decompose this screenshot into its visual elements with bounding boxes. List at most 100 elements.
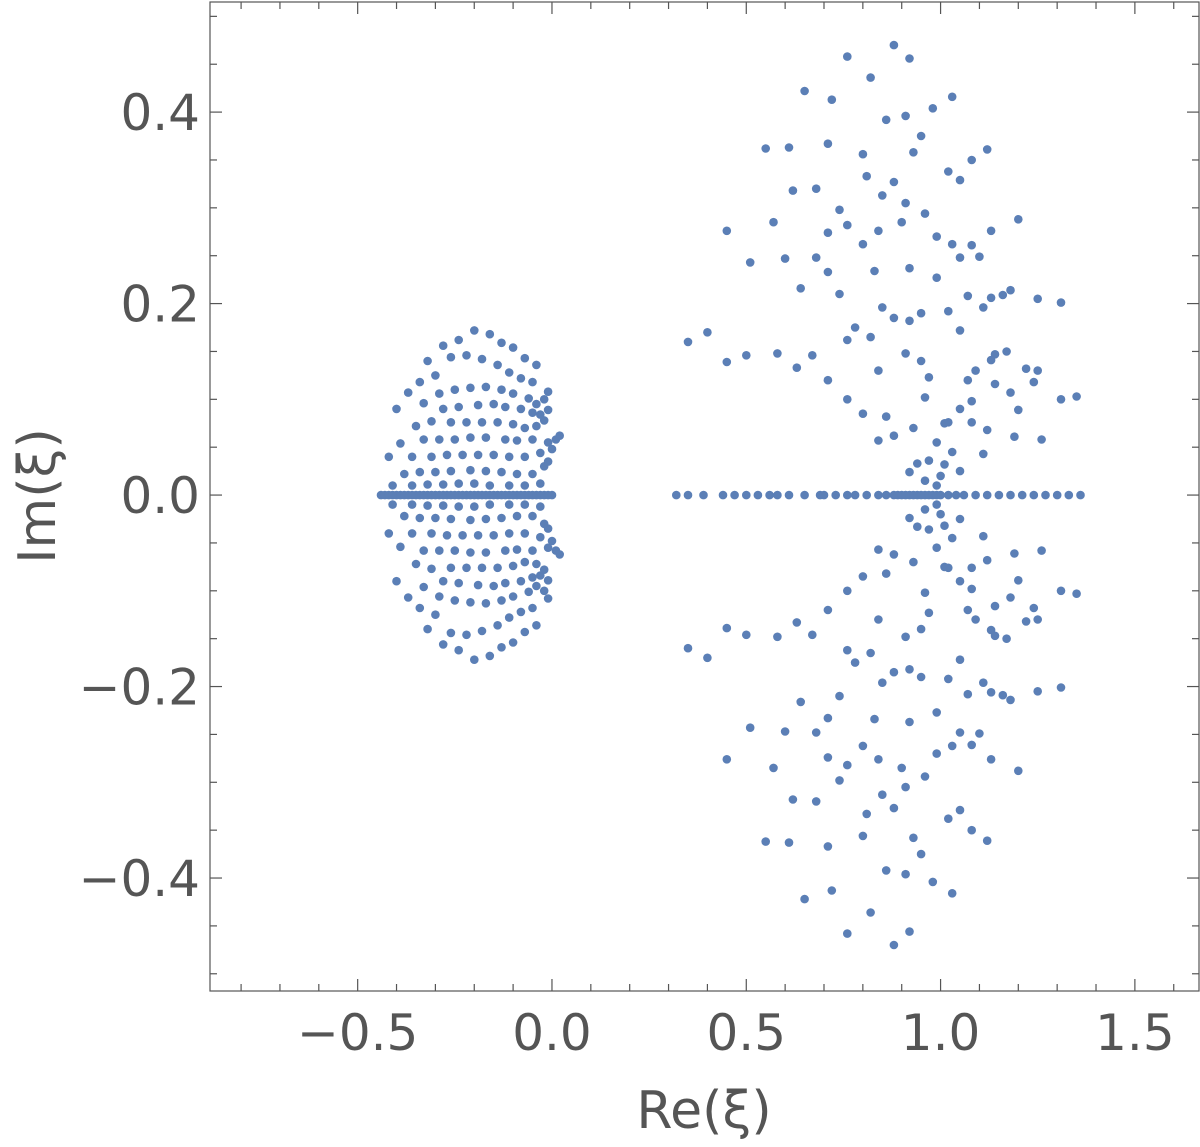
y-tick-label: 0.2 [120, 276, 200, 334]
data-point [442, 450, 452, 460]
data-point [1014, 405, 1023, 415]
axis-ticks [210, 2, 1199, 991]
data-point [905, 665, 914, 674]
data-point [955, 655, 965, 664]
data-point [528, 469, 537, 479]
data-point [508, 638, 518, 647]
data-point [481, 599, 491, 608]
data-point [889, 550, 899, 559]
data-point [843, 395, 852, 404]
data-point [811, 797, 821, 806]
data-point [916, 308, 926, 318]
data-point [924, 608, 934, 618]
data-point [508, 592, 518, 601]
data-point [796, 284, 805, 293]
data-point [753, 490, 763, 500]
data-point [862, 490, 871, 500]
data-point [485, 329, 495, 339]
data-point [788, 186, 798, 195]
data-point [796, 697, 805, 707]
data-point [858, 831, 868, 841]
x-tick-label: 1.5 [1095, 1004, 1175, 1062]
data-point [528, 546, 537, 555]
data-point [504, 529, 514, 538]
data-point [481, 382, 491, 392]
data-point [539, 586, 549, 596]
data-point [916, 624, 926, 634]
data-point [835, 691, 844, 701]
data-point [811, 253, 821, 262]
data-point [555, 431, 564, 441]
data-point [497, 338, 506, 348]
data-point [1029, 377, 1039, 387]
data-point [784, 490, 794, 500]
data-point [466, 433, 475, 442]
data-point [745, 258, 755, 267]
x-tick-label: 0.0 [512, 1004, 592, 1062]
data-point [944, 167, 953, 176]
data-point [967, 240, 976, 250]
data-point [843, 586, 852, 596]
data-point [407, 452, 417, 462]
data-point [446, 352, 456, 362]
data-point [1006, 388, 1015, 397]
data-point [1014, 576, 1023, 585]
data-point [901, 782, 910, 792]
data-point [516, 576, 526, 586]
data-point [909, 833, 918, 843]
data-point [967, 563, 976, 573]
data-point [1052, 490, 1062, 500]
data-point [944, 814, 953, 823]
data-point [920, 505, 930, 514]
data-point [944, 306, 953, 316]
data-point [909, 148, 918, 157]
data-point [967, 825, 976, 835]
data-point [1056, 586, 1066, 596]
data-point [532, 621, 541, 630]
data-point [462, 563, 471, 573]
data-point [1017, 490, 1027, 500]
data-point [501, 546, 510, 555]
data-point [528, 511, 537, 521]
data-point [543, 576, 553, 585]
data-point [998, 290, 1008, 300]
data-point [485, 500, 495, 509]
data-point [1014, 766, 1023, 776]
data-point [536, 448, 545, 458]
x-axis-label: Re(ξ) [636, 1081, 771, 1141]
data-point [427, 452, 436, 462]
data-point [722, 357, 732, 367]
x-tick-label: 0.5 [707, 1004, 787, 1062]
data-point [811, 184, 821, 193]
data-point [928, 104, 938, 113]
data-point [866, 332, 875, 342]
data-point [901, 632, 910, 642]
data-point [458, 531, 467, 540]
data-point [485, 651, 495, 661]
data-point [450, 385, 460, 395]
data-point [388, 481, 397, 490]
data-point [889, 40, 899, 50]
data-point [407, 529, 417, 538]
data-point [466, 383, 475, 393]
data-point [501, 402, 510, 412]
data-point [936, 490, 945, 500]
data-point [967, 418, 976, 427]
data-point [489, 531, 499, 540]
data-point [504, 481, 514, 490]
data-point [442, 531, 452, 540]
data-point [916, 131, 926, 141]
data-point [916, 672, 926, 682]
data-point [470, 326, 479, 335]
data-point [1002, 634, 1011, 643]
data-point [1006, 695, 1015, 705]
data-point [862, 171, 871, 181]
data-point [901, 198, 910, 208]
data-point [493, 563, 502, 573]
data-point [932, 500, 941, 509]
data-point [913, 522, 922, 531]
axis-tick-labels: −0.5 0.0 0.5 1.0 1.5 0.4 0.2 0.0 −0.2 −0.4 [79, 84, 1175, 1062]
data-point [905, 316, 914, 326]
data-point [703, 653, 712, 663]
